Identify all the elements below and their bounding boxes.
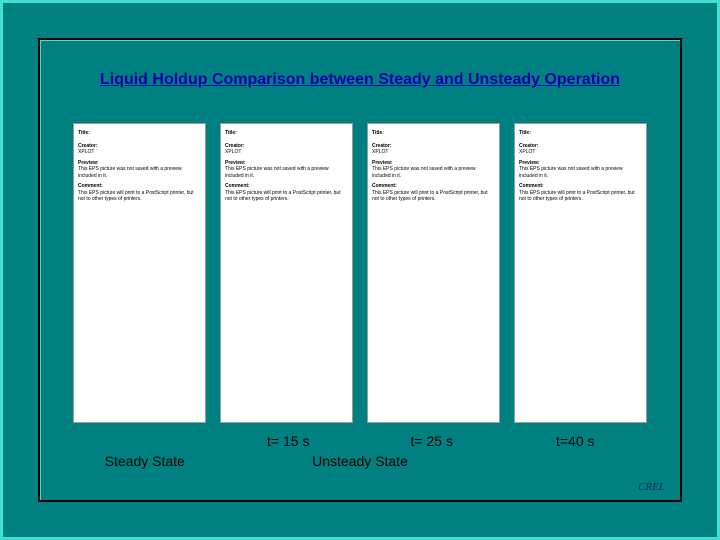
state-label-spacer	[504, 453, 648, 469]
preview-value: This EPS picture was not saved with a pr…	[372, 166, 495, 179]
creator-value: XPLOT	[78, 149, 201, 156]
time-label-row: t= 15 s t= 25 s t=40 s	[73, 433, 647, 449]
time-label-1: t= 15 s	[217, 433, 361, 449]
state-label-unsteady: Unsteady State	[217, 453, 504, 469]
panel-row: Title: Creator: XPLOT Preview: This EPS …	[73, 123, 647, 423]
slide-outer-frame: Liquid Holdup Comparison between Steady …	[0, 0, 720, 540]
slide-title: Liquid Holdup Comparison between Steady …	[3, 71, 717, 89]
creator-value: XPLOT	[225, 149, 348, 156]
creator-value: XPLOT	[519, 149, 642, 156]
panel-title: Title:	[225, 130, 348, 137]
footer-logo: CREL	[638, 481, 665, 493]
time-label-3: t=40 s	[504, 433, 648, 449]
preview-value: This EPS picture was not saved with a pr…	[225, 166, 348, 179]
creator-value: XPLOT	[372, 149, 495, 156]
comment-value: This EPS picture will print to a PostScr…	[372, 190, 495, 203]
panel-title: Title:	[78, 130, 201, 137]
state-label-row: Steady State Unsteady State	[73, 453, 647, 469]
time-label-0	[73, 433, 217, 449]
panel-steady: Title: Creator: XPLOT Preview: This EPS …	[73, 123, 206, 423]
panel-t40: Title: Creator: XPLOT Preview: This EPS …	[514, 123, 647, 423]
preview-value: This EPS picture was not saved with a pr…	[519, 166, 642, 179]
panel-t25: Title: Creator: XPLOT Preview: This EPS …	[367, 123, 500, 423]
panel-t15: Title: Creator: XPLOT Preview: This EPS …	[220, 123, 353, 423]
comment-value: This EPS picture will print to a PostScr…	[225, 190, 348, 203]
panel-title: Title:	[372, 130, 495, 137]
comment-value: This EPS picture will print to a PostScr…	[78, 190, 201, 203]
time-label-2: t= 25 s	[360, 433, 504, 449]
preview-value: This EPS picture was not saved with a pr…	[78, 166, 201, 179]
state-label-steady: Steady State	[73, 453, 217, 469]
comment-value: This EPS picture will print to a PostScr…	[519, 190, 642, 203]
panel-title: Title:	[519, 130, 642, 137]
